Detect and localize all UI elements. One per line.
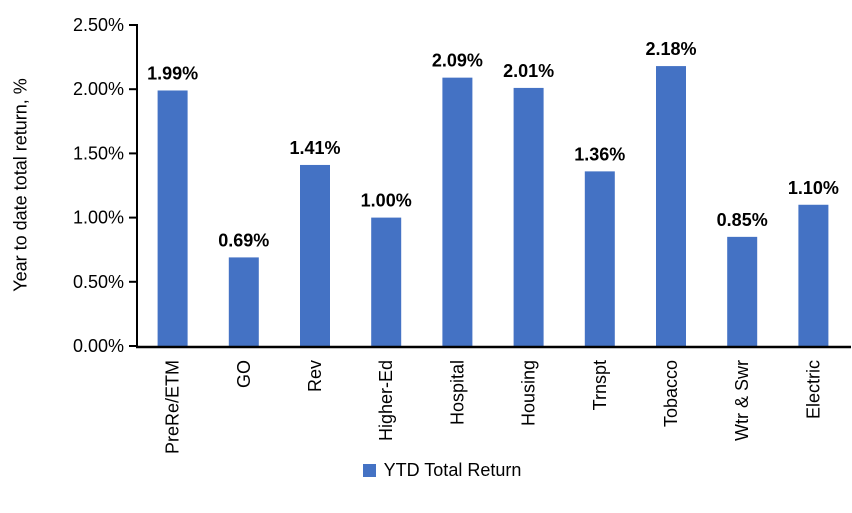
x-category-label: Higher-Ed [376,360,396,441]
y-tick-label: 0.00% [73,336,124,356]
bar-value-label: 1.10% [788,178,839,198]
bar-value-label: 0.85% [717,210,768,230]
bar [656,66,686,346]
bar-value-label: 0.69% [218,230,269,250]
y-tick-label: 2.00% [73,79,124,99]
x-category-label: Tobacco [661,360,681,427]
y-tick-label: 0.50% [73,272,124,292]
bar [300,164,330,346]
bar-value-label: 1.41% [289,138,340,158]
bar-value-label: 1.36% [574,144,625,164]
y-tick-label: 1.00% [73,208,124,228]
x-category-label: Hospital [447,360,467,425]
bar [798,204,829,346]
bar [228,257,259,346]
bar-value-label: 1.00% [361,191,412,211]
bar [157,90,188,346]
bar-value-label: 1.99% [147,63,198,83]
y-tick-label: 2.50% [73,15,124,35]
bar-value-label: 2.09% [432,51,483,71]
bar [727,236,758,346]
bar [584,171,615,346]
x-category-label: Housing [519,360,539,426]
x-category-label: Electric [803,360,823,419]
bar-value-label: 2.01% [503,61,554,81]
bar [371,217,402,346]
legend: YTD Total Return [16,459,852,481]
x-category-label: Rev [305,360,325,392]
y-axis-title: Year to date total return, % [10,78,31,292]
x-category-label: GO [234,360,254,388]
y-tick-label: 1.50% [73,143,124,163]
legend-label: YTD Total Return [383,459,522,480]
x-category-label: Wtr & Swr [732,360,752,441]
legend-marker-icon [362,463,376,477]
bar [442,77,473,347]
bar [513,87,544,346]
x-category-label: PreRe/ETM [163,360,183,454]
x-category-label: Trnspt [590,360,610,410]
bar-value-label: 2.18% [645,39,696,59]
